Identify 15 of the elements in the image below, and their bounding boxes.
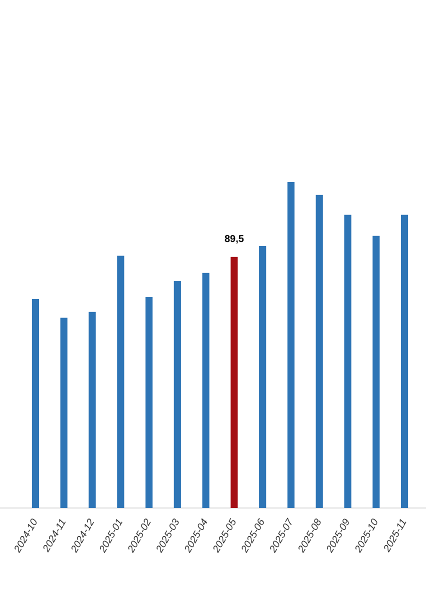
bar (88, 312, 96, 508)
bar (60, 318, 68, 508)
bar (344, 214, 352, 508)
bar (400, 214, 408, 508)
bar (202, 272, 210, 508)
data-label: 89,5 (224, 234, 244, 245)
bar (174, 281, 181, 508)
bar (117, 256, 124, 508)
bar (287, 182, 295, 508)
bar (316, 194, 323, 508)
bar (32, 298, 40, 508)
bar (372, 236, 380, 508)
bar (230, 256, 238, 508)
bar (259, 246, 266, 508)
bar (145, 297, 153, 508)
